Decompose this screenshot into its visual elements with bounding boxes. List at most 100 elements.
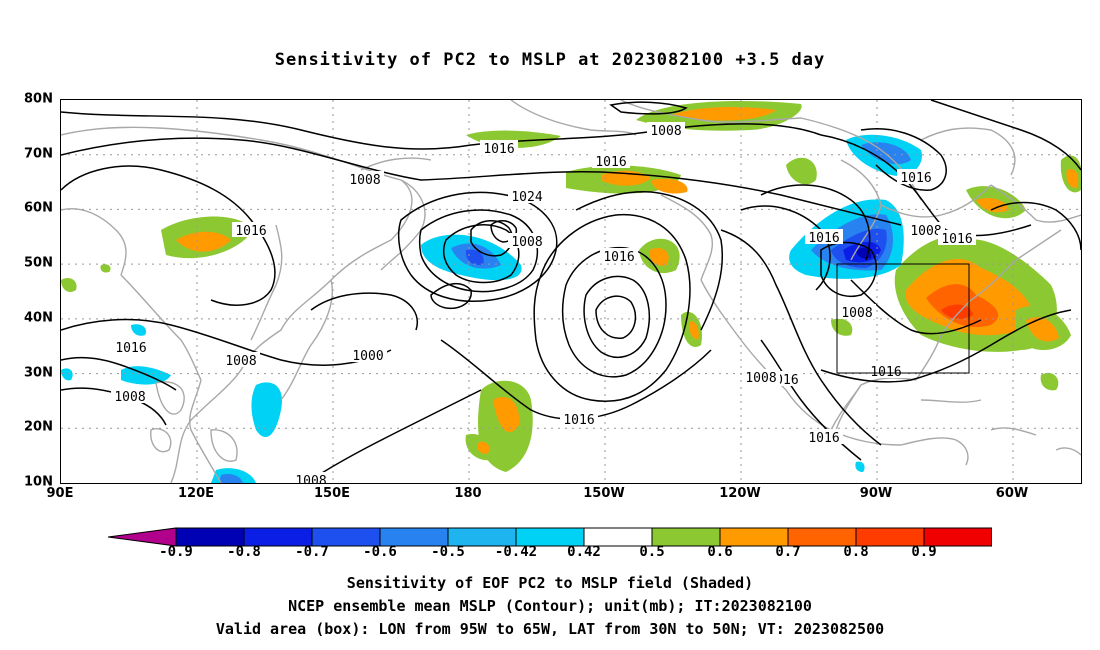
coastline (785, 389, 902, 446)
colorbar (108, 527, 992, 547)
negative-region (251, 382, 282, 438)
contour-label: 1008 (650, 124, 681, 139)
mslp-contours (61, 100, 1081, 481)
coastline (830, 377, 917, 431)
lat-tick-label: 40N (24, 310, 53, 326)
contour-label: 1008 (910, 224, 941, 239)
contour-line (760, 184, 871, 261)
contour-label-bg (508, 188, 546, 203)
coastline (61, 208, 127, 276)
contour-label-bg (742, 369, 780, 384)
lat-tick-label: 60N (24, 200, 53, 216)
coastline (970, 229, 1062, 301)
positive-region (649, 248, 669, 266)
contour-labels: 1008101610161008101610241016100010161008… (111, 122, 976, 483)
lon-tick-label: 150W (583, 486, 625, 501)
contour-line (720, 229, 882, 446)
lon-tick-label: 150E (313, 486, 351, 501)
contour-label: 1008 (745, 371, 776, 386)
contour-line (443, 224, 520, 284)
colorbar-tick-label: 0.42 (567, 544, 601, 560)
map-panel: 1008 1016 1016 1008 1016 1024 1016 1000 1016 1008… (60, 99, 1082, 484)
positive-region (1026, 317, 1059, 342)
contour-line (820, 241, 877, 297)
contour-line (609, 101, 688, 115)
positive-region (1066, 169, 1079, 188)
contour-label: 1016 (115, 341, 146, 356)
coastline (210, 429, 238, 462)
colorbar-segment (923, 527, 992, 547)
contour-line (850, 279, 982, 335)
coastlines (61, 100, 1081, 483)
contour-label-bg (805, 229, 843, 244)
colorbar-tick-label: 0.8 (843, 544, 869, 560)
contour-label: 1016 (235, 224, 266, 239)
lat-tick-label: 70N (24, 146, 53, 162)
contour-label-bg (805, 429, 843, 444)
contour-line (575, 191, 724, 331)
contour-label-bg (560, 411, 598, 426)
contour-line (930, 100, 1081, 171)
colorbar-tick-label: -0.8 (227, 544, 261, 560)
contour-line (418, 209, 539, 293)
coastline (61, 126, 413, 483)
coastline (835, 384, 862, 431)
contour-label-bg (508, 233, 546, 248)
contour-label: 1008 (295, 474, 326, 483)
contour-label: 1008 (349, 173, 380, 188)
negative-region (855, 461, 865, 472)
footer-line-3: Valid area (box): LON from 95W to 65W, L… (215, 620, 885, 638)
positive-region (689, 321, 699, 340)
lat-tick-label: 80N (24, 91, 53, 107)
coastline (510, 100, 637, 136)
coastline (990, 427, 1037, 436)
contour-label-bg (938, 230, 976, 245)
contour-label-bg (292, 472, 330, 483)
contour-label: 1016 (808, 231, 839, 246)
contour-label: 1008 (114, 390, 145, 405)
lon-tick-label: 90W (859, 486, 893, 501)
contour-label-bg (592, 153, 630, 168)
colorbar-tick-label: -0.5 (431, 544, 465, 560)
contour-line (533, 213, 691, 402)
lon-tick-label: 120W (719, 486, 761, 501)
contour-label-bg (222, 352, 260, 367)
contour-label: 1016 (563, 413, 594, 428)
contour-label: 1016 (595, 155, 626, 170)
contour-line (310, 389, 482, 481)
colorbar-tick-label: -0.9 (159, 544, 193, 560)
contour-line (61, 111, 822, 150)
coastline (189, 379, 222, 483)
positive-region (477, 441, 490, 454)
coastline (915, 299, 972, 381)
contour-line (61, 356, 177, 391)
contour-line (310, 292, 418, 331)
positive-region (651, 178, 688, 194)
coastline (155, 381, 185, 415)
lon-tick-label: 90E (46, 486, 74, 501)
coastline (280, 279, 333, 401)
negative-region (219, 473, 243, 483)
footer-line-2: NCEP ensemble mean MSLP (Contour); unit(… (288, 597, 812, 615)
footer-line-1: Sensitivity of EOF PC2 to MSLP field (Sh… (346, 574, 754, 592)
contour-label-bg (647, 122, 685, 137)
positive-region (1040, 372, 1059, 391)
contour-label: 1016 (941, 232, 972, 247)
contour-label: 1016 (900, 171, 931, 186)
contour-line (398, 191, 558, 302)
positive-region (831, 318, 853, 336)
contour-label: 1000 (352, 349, 383, 364)
contour-label-bg (480, 140, 518, 155)
contour-label-bg (897, 169, 935, 184)
contour-label: 1008 (511, 235, 542, 250)
colorbar-tick-label: -0.6 (363, 544, 397, 560)
coastline (920, 127, 1016, 176)
positive-region (786, 157, 817, 185)
contour-line (820, 309, 1072, 383)
contour-label-bg (867, 363, 905, 378)
positive-region (671, 107, 776, 121)
contour-label: 1016 (603, 250, 634, 265)
negative-region (131, 324, 147, 336)
contour-label-bg (346, 171, 384, 186)
colorbar-tick-label: 0.6 (707, 544, 733, 560)
